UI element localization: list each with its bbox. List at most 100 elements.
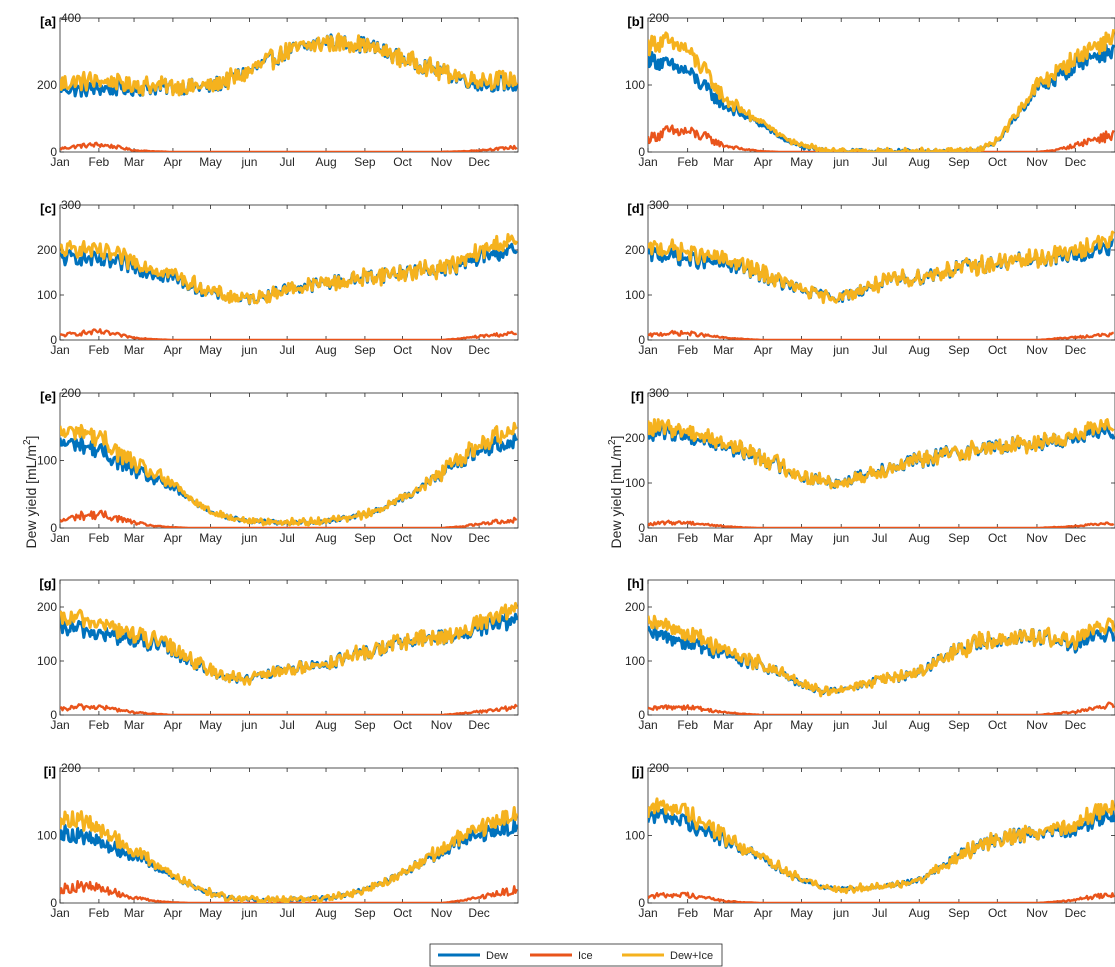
y-tick-label: 100 xyxy=(625,476,645,490)
month-label: Apr xyxy=(754,718,773,732)
y-tick-label: 100 xyxy=(625,654,645,668)
month-label: Jan xyxy=(638,531,657,545)
month-label: Jul xyxy=(279,718,294,732)
y-tick-label: 300 xyxy=(61,198,81,212)
y-tick-label: 300 xyxy=(649,386,669,400)
axes-frame xyxy=(59,579,519,716)
month-label: Jul xyxy=(872,718,887,732)
month-label: Aug xyxy=(909,906,930,920)
month-label: Dec xyxy=(1065,155,1086,169)
panel-label: [h] xyxy=(627,576,644,591)
month-label: Oct xyxy=(988,343,1007,357)
panel-label: [g] xyxy=(39,576,56,591)
month-label: Dec xyxy=(1065,906,1086,920)
panel-g: 0 100 200 [g] Jan Feb Mar Apr May jun Jul Aug Sep Oct… xyxy=(37,576,519,732)
month-label: Apr xyxy=(754,906,773,920)
series-line-dew xyxy=(60,242,518,306)
month-label: Jan xyxy=(50,531,69,545)
month-label: Feb xyxy=(89,531,110,545)
series-line-ice xyxy=(60,328,518,340)
series-line-dew-ice xyxy=(648,230,1115,305)
y-tick-label: 0 xyxy=(50,708,57,722)
month-label: May xyxy=(790,531,813,545)
month-label: jun xyxy=(240,531,257,545)
legend-label: Dew xyxy=(486,950,508,962)
month-label: Jul xyxy=(279,343,294,357)
month-label: Oct xyxy=(988,155,1007,169)
y-tick-label: 200 xyxy=(37,78,57,92)
month-label: Nov xyxy=(431,531,452,545)
series-line-dew xyxy=(648,43,1115,152)
month-label: Nov xyxy=(1026,906,1047,920)
y-tick-label: 100 xyxy=(37,654,57,668)
month-label: Dec xyxy=(468,531,489,545)
series-line-dew xyxy=(648,238,1114,303)
panel-label: [b] xyxy=(627,14,644,29)
month-label: Sep xyxy=(354,155,376,169)
month-label: Jul xyxy=(872,906,887,920)
series-line-ice xyxy=(60,703,518,715)
month-label: Apr xyxy=(754,531,773,545)
month-label: Feb xyxy=(677,718,698,732)
series-line-dew-ice xyxy=(648,797,1115,895)
month-label: Nov xyxy=(431,906,452,920)
month-label: Jan xyxy=(50,906,69,920)
month-label: Aug xyxy=(315,718,336,732)
y-tick-label: 200 xyxy=(625,431,645,445)
month-label: Dec xyxy=(468,343,489,357)
month-label: Sep xyxy=(354,531,376,545)
month-label: Aug xyxy=(909,718,930,732)
month-label: Jan xyxy=(638,906,657,920)
month-label: jun xyxy=(240,155,257,169)
month-label: Jul xyxy=(872,343,887,357)
month-label: Jan xyxy=(50,718,69,732)
month-label: Mar xyxy=(124,155,145,169)
series-line-ice xyxy=(648,701,1115,715)
month-label: Aug xyxy=(909,155,930,169)
month-label: Oct xyxy=(988,718,1007,732)
y-tick-label: 200 xyxy=(625,600,645,614)
month-label: Apr xyxy=(754,343,773,357)
y-tick-label: 0 xyxy=(638,896,645,910)
month-label: Oct xyxy=(393,343,412,357)
month-label: Jul xyxy=(279,906,294,920)
month-label: Feb xyxy=(677,155,698,169)
series-line-dew-ice xyxy=(60,32,518,97)
y-tick-label: 200 xyxy=(625,243,645,257)
month-label: Mar xyxy=(124,531,145,545)
month-label: Mar xyxy=(124,718,145,732)
y-tick-label: 200 xyxy=(37,600,57,614)
month-label: Apr xyxy=(164,906,183,920)
month-label: Sep xyxy=(948,906,970,920)
legend: Dew Ice Dew+Ice xyxy=(429,943,723,967)
series-line-ice xyxy=(60,880,518,903)
panel-e: 0 100 200 [e] Jan Feb Mar Apr May jun Jul Aug Sep Oct… xyxy=(37,386,519,545)
month-label: jun xyxy=(832,155,849,169)
month-label: Nov xyxy=(431,155,452,169)
month-label: Nov xyxy=(1026,718,1047,732)
month-label: Jul xyxy=(872,155,887,169)
month-label: Sep xyxy=(354,718,376,732)
y-tick-label: 100 xyxy=(625,78,645,92)
month-label: Oct xyxy=(393,155,412,169)
month-label: Jul xyxy=(279,155,294,169)
month-label: Feb xyxy=(89,155,110,169)
month-label: Jan xyxy=(50,343,69,357)
month-label: jun xyxy=(240,343,257,357)
month-label: Jan xyxy=(638,343,657,357)
month-label: jun xyxy=(832,718,849,732)
axes-frame xyxy=(647,392,1115,529)
panel-j: 0 100 200 [j] Jan Feb Mar Apr May jun Jul Aug Sep Oct… xyxy=(625,761,1115,920)
month-label: Dec xyxy=(1065,531,1086,545)
panel-h: 0 100 200 [h] Jan Feb Mar Apr May jun Jul Aug Sep Oct… xyxy=(625,576,1115,732)
month-label: Jul xyxy=(872,531,887,545)
y-tick-label: 200 xyxy=(37,243,57,257)
month-label: jun xyxy=(240,906,257,920)
month-label: May xyxy=(790,718,813,732)
panel-label: [f] xyxy=(631,389,644,404)
month-label: Sep xyxy=(354,906,376,920)
month-label: Apr xyxy=(164,155,183,169)
y-axis-label-right: Dew yield [mL/m2] xyxy=(607,436,624,549)
series-line-ice xyxy=(60,509,518,528)
